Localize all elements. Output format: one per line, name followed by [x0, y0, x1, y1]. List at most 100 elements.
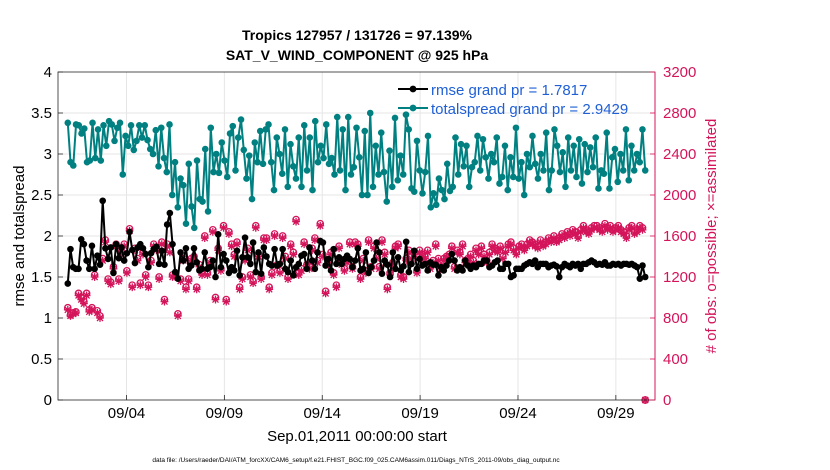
obs-assimilated-marker [208, 228, 217, 236]
totalspread-point [435, 175, 443, 182]
totalspread-point [185, 160, 193, 168]
rmse-point [351, 257, 359, 264]
totalspread-point [358, 191, 366, 199]
totalspread-point [243, 175, 250, 182]
rmse-point [306, 244, 313, 251]
rmse-point [322, 262, 329, 269]
rmse-point [169, 240, 176, 248]
totalspread-point [622, 126, 630, 133]
legend-rmse-marker [409, 85, 417, 93]
totalspread-point [441, 195, 448, 203]
totalspread-point [289, 163, 297, 170]
totalspread-point [364, 191, 371, 199]
rmse-point [330, 245, 337, 253]
rmse-point [378, 270, 386, 278]
rmse-point [325, 255, 332, 263]
rmse-point [408, 260, 415, 268]
rmse-point [255, 249, 262, 256]
totalspread-point [575, 135, 583, 143]
totalspread-point [344, 113, 352, 121]
obs-assimilated-marker [246, 273, 255, 281]
obs-assimilated-marker [332, 283, 341, 292]
rmse-point [338, 260, 346, 268]
rmse-point [131, 259, 139, 267]
rmse-point [77, 235, 85, 243]
obs-assimilated-marker [316, 221, 325, 230]
obs-assimilated-marker [265, 285, 274, 294]
totalspread-point [394, 176, 402, 184]
totalspread-point [221, 157, 228, 164]
totalspread-point [427, 204, 435, 211]
rmse-point [271, 245, 278, 253]
totalspread-point [278, 170, 286, 177]
totalspread-point [531, 160, 539, 168]
rmse-point [636, 275, 644, 282]
totalspread-point [218, 139, 226, 146]
y-left-tick-label: 0 [44, 392, 52, 409]
totalspread-point [146, 145, 154, 153]
totalspread-point [215, 169, 223, 177]
obs-assimilated-marker [533, 244, 542, 253]
x-tick-label: 09/04 [108, 405, 146, 422]
obs-assimilated-marker [507, 240, 515, 249]
obs-assimilated-marker [498, 254, 507, 263]
totalspread-point [523, 150, 531, 158]
rmse-point [91, 265, 98, 273]
rmse-point [354, 245, 362, 252]
obs-assimilated-marker [574, 234, 582, 242]
y-right-tick-label: 400 [663, 351, 688, 368]
rmse-point [459, 267, 466, 274]
rmse-point [236, 272, 243, 279]
totalspread-point [487, 150, 495, 158]
totalspread-point [97, 157, 105, 164]
totalspread-point [100, 122, 107, 129]
obs-assimilated-marker [297, 266, 306, 275]
totalspread-point [245, 152, 253, 159]
obs-assimilated-marker [313, 258, 322, 267]
obs-assimilated-marker [541, 240, 550, 249]
totalspread-point [190, 224, 198, 232]
obs-assimilated-marker [238, 275, 247, 283]
obs-assimilated-marker [370, 244, 378, 253]
totalspread-point [375, 171, 382, 178]
rmse-point [85, 265, 93, 273]
obs-assimilated-marker [445, 252, 454, 261]
rmse-point [222, 257, 230, 264]
rmse-point [209, 257, 217, 264]
rmse-point [233, 247, 241, 255]
rmse-point [75, 265, 82, 273]
rmse-point [126, 228, 133, 236]
rmse-point [193, 258, 201, 266]
rmse-point [386, 273, 394, 281]
obs-assimilated-marker [117, 250, 126, 259]
totalspread-point [157, 124, 165, 132]
obs-assimilated-marker [174, 312, 182, 320]
rmse-point [494, 257, 501, 264]
obs-assimilated-marker [380, 250, 389, 259]
obs-assimilated-marker [96, 314, 104, 322]
rmse-point [104, 255, 112, 263]
rmse-point [212, 273, 219, 281]
totalspread-point [259, 160, 267, 168]
totalspread-point [641, 167, 649, 174]
obs-assimilated-marker [485, 250, 494, 259]
rmse-point [115, 254, 123, 262]
totalspread-point [633, 150, 641, 158]
rmse-point [553, 263, 560, 270]
obs-assimilated-marker [517, 242, 526, 251]
y-right-tick-label: 1200 [663, 269, 696, 286]
obs-assimilated-marker [286, 242, 295, 251]
rmse-point [284, 268, 292, 276]
rmse-point [231, 267, 238, 274]
rmse-point [153, 243, 160, 250]
rmse-point [349, 263, 356, 271]
rmse-point [158, 247, 166, 255]
rmse-point [201, 249, 209, 256]
rmse-point [633, 263, 641, 271]
obs-assimilated-marker [77, 295, 86, 304]
totalspread-point [306, 134, 314, 141]
obs-assimilated-marker [343, 258, 351, 267]
rmse-point [389, 249, 397, 256]
rmse-point [179, 257, 187, 264]
x-tick-label: 09/29 [597, 405, 635, 422]
